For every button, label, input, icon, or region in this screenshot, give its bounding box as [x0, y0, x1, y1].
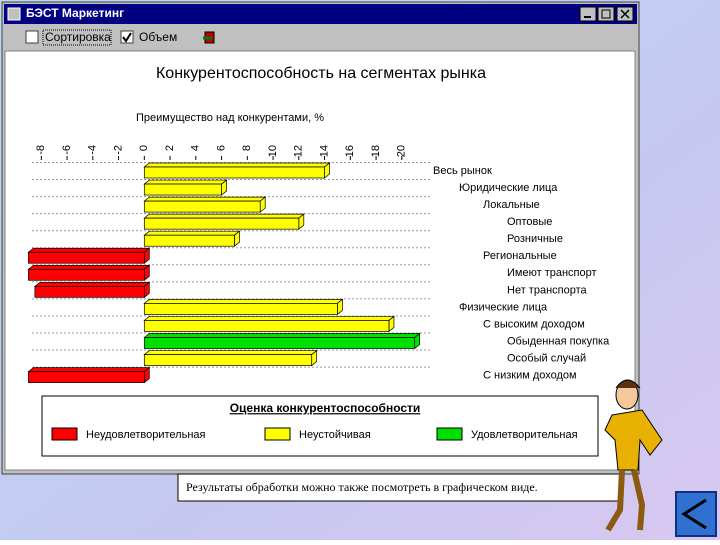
x-tick-label: -2 [112, 145, 124, 155]
chart-title: Конкурентоспособность на сегментах рынка [156, 65, 486, 82]
category-label: Обыденная покупка [507, 335, 610, 347]
category-label: Оптовые [507, 216, 552, 228]
x-tick-label: 6 [215, 145, 227, 151]
bar [28, 251, 145, 264]
window-title: БЭСТ Маркетинг [26, 6, 124, 20]
category-label: Локальные [483, 199, 540, 211]
legend-swatch [436, 427, 463, 441]
x-tick-label: 16 [344, 145, 356, 157]
category-label: Нет транспорта [507, 284, 588, 296]
focus-rect [42, 29, 112, 46]
x-tick-label: 4 [190, 145, 202, 151]
bar [28, 371, 145, 383]
axis-title: Преимущество над конкурентами, % [136, 112, 324, 124]
category-label: Юридические лица [459, 182, 558, 194]
legend-label: Неудовлетворительная [86, 429, 206, 441]
x-tick-label: 10 [267, 145, 279, 157]
x-tick-label: -4 [87, 145, 99, 155]
x-tick-label: 0 [138, 145, 150, 151]
bar-top [143, 230, 241, 236]
legend-title: Оценка конкурентоспособности [230, 401, 421, 415]
x-tick-label: 8 [241, 145, 253, 151]
bar-top [33, 282, 151, 287]
legend-swatch [51, 427, 78, 441]
x-tick-label: -8 [35, 145, 47, 155]
caption: Результаты обработки можно также посмотр… [186, 480, 538, 494]
bar-top [143, 162, 331, 168]
bar [143, 183, 222, 196]
legend-swatch [264, 427, 291, 441]
bar-top [143, 350, 318, 355]
window-buttons[interactable] [579, 6, 634, 22]
bar [143, 234, 235, 247]
x-tick-label: 18 [370, 145, 382, 157]
legend-label: Удовлетворительная [471, 429, 578, 441]
category-label: Розничные [507, 233, 563, 245]
x-tick-label: 12 [293, 145, 305, 157]
bar-top [27, 247, 151, 253]
maximize-button[interactable] [597, 6, 615, 22]
bar [143, 217, 300, 230]
window-icon [7, 7, 21, 21]
x-tick-label: 20 [396, 145, 408, 157]
next-button[interactable] [675, 491, 717, 537]
bar [143, 303, 338, 315]
bar-top [143, 213, 305, 219]
bar-top [143, 316, 395, 321]
bar-top [143, 179, 228, 185]
checkbox-label[interactable]: Объем [139, 30, 177, 44]
x-tick-label: -6 [61, 145, 73, 155]
minimize-button[interactable] [579, 6, 597, 22]
bar [143, 320, 390, 332]
legend-box [41, 395, 599, 457]
category-label: Весь рынок [433, 165, 492, 177]
category-label: Региональные [483, 250, 557, 262]
x-tick-label: 2 [164, 145, 176, 151]
category-label: Физические лица [459, 301, 548, 313]
bar-top [143, 196, 267, 202]
checkmark [122, 32, 132, 43]
category-label: Имеют транспорт [507, 267, 597, 279]
bar-top [27, 367, 151, 372]
title-bar [4, 4, 637, 24]
bar [143, 337, 416, 349]
bar [34, 286, 145, 298]
x-tick-label: 14 [318, 145, 330, 157]
bar [143, 354, 313, 366]
cartoon-figure [604, 379, 663, 532]
category-label: С низким доходом [483, 370, 577, 382]
bar [143, 166, 325, 179]
checkbox-label[interactable]: Сортировка [45, 30, 111, 44]
bar [143, 200, 261, 213]
bar-top [143, 333, 421, 338]
category-label: С высоким доходом [483, 318, 585, 330]
bar [28, 268, 145, 281]
icon [620, 9, 630, 19]
legend-label: Неустойчивая [299, 429, 371, 441]
bar-top [143, 299, 344, 304]
checkbox[interactable] [25, 30, 39, 44]
bar-top [27, 264, 151, 270]
category-label: Особый случай [507, 352, 586, 364]
icon [601, 9, 611, 19]
